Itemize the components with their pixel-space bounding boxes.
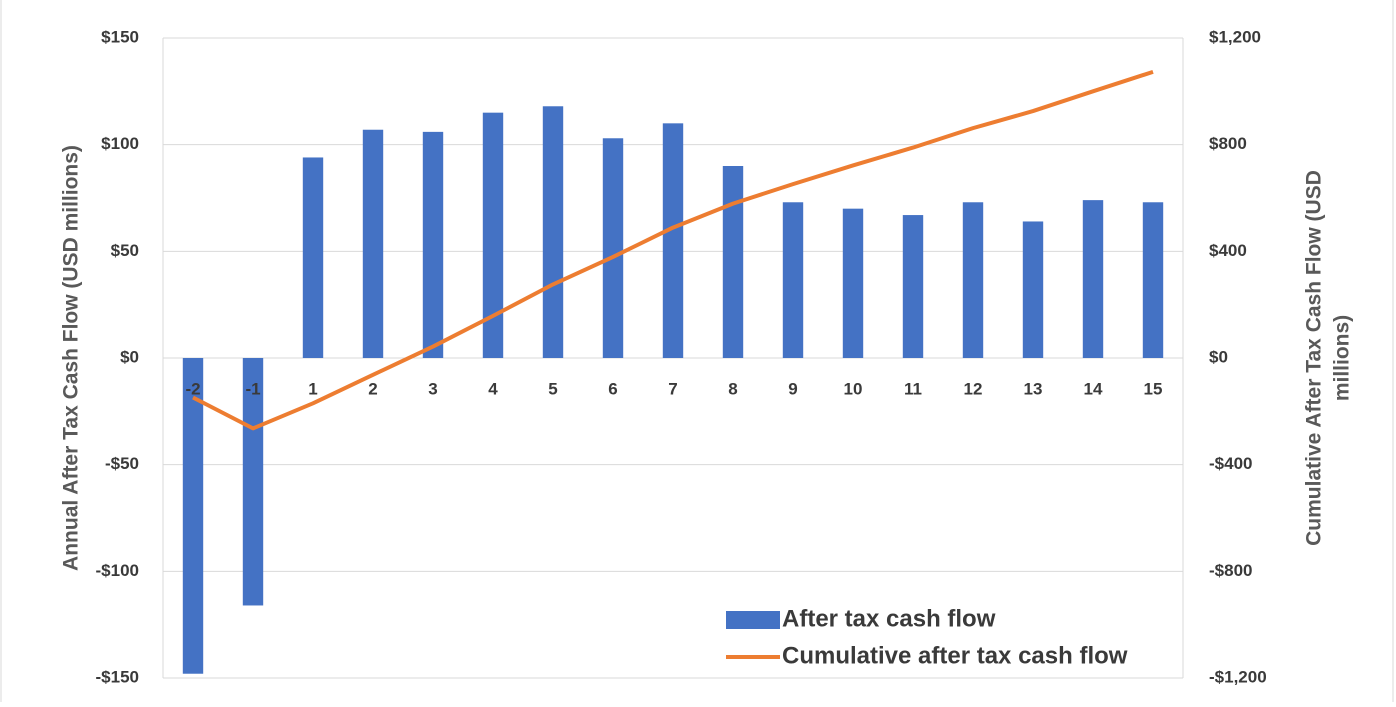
bar	[242, 358, 264, 606]
legend-label: Cumulative after tax cash flow	[782, 642, 1128, 669]
marks	[182, 69, 1164, 674]
y2-tick-label: -$800	[1209, 561, 1252, 580]
y2-tick-label: $0	[1209, 347, 1228, 366]
legend-swatch	[726, 611, 780, 629]
x-tick-label: 14	[1084, 379, 1103, 398]
bar	[542, 106, 564, 359]
x-tick-label: -1	[245, 379, 260, 398]
x-tick-label: 10	[844, 379, 863, 398]
bar	[782, 202, 804, 358]
x-tick-label: 4	[488, 379, 498, 398]
bar	[722, 166, 744, 358]
bar	[1142, 202, 1164, 358]
x-tick-label: 11	[904, 379, 922, 398]
bar	[182, 358, 204, 674]
y2-tick-label: $800	[1209, 134, 1247, 153]
bar	[422, 131, 444, 358]
x-tick-label: 1	[308, 379, 317, 398]
bar	[842, 208, 864, 358]
x-tick-label: 6	[608, 379, 617, 398]
x-tick-label: 15	[1144, 379, 1163, 398]
y2-tick-label: $1,200	[1209, 27, 1261, 46]
y2-tick-label: -$1,200	[1209, 667, 1267, 686]
y-tick-label: -$100	[96, 561, 139, 580]
y2-axis-title: Cumulative After Tax Cash Flow (USD	[1303, 170, 1326, 546]
y-tick-label: $0	[120, 347, 139, 366]
y-axis-title: Annual After Tax Cash Flow (USD millions…	[60, 145, 83, 571]
legend-label: After tax cash flow	[782, 605, 996, 632]
x-tick-label: 5	[548, 379, 557, 398]
y-tick-label: -$50	[105, 454, 139, 473]
y-tick-label: -$150	[96, 667, 139, 686]
bar	[1022, 221, 1044, 358]
line	[192, 69, 1154, 431]
y-tick-label: $100	[101, 134, 139, 153]
x-tick-label: 9	[788, 379, 797, 398]
bar	[362, 129, 384, 358]
bar	[662, 123, 684, 358]
y2-tick-label: -$400	[1209, 454, 1252, 473]
bar	[962, 202, 984, 358]
y-tick-label: $150	[101, 27, 139, 46]
x-tick-label: 8	[728, 379, 737, 398]
x-tick-label: 13	[1024, 379, 1043, 398]
x-tick-label: 3	[428, 379, 437, 398]
y-tick-label: $50	[111, 241, 139, 260]
x-tick-label: 7	[668, 379, 677, 398]
y2-tick-label: $400	[1209, 241, 1247, 260]
bar	[902, 215, 924, 358]
x-tick-label: 12	[964, 379, 983, 398]
x-tick-label: -2	[185, 379, 200, 398]
y2-axis-title: millions)	[1331, 315, 1354, 401]
bar	[1082, 200, 1104, 358]
x-tick-label: 2	[368, 379, 377, 398]
bar	[482, 112, 504, 359]
bar	[602, 138, 624, 358]
bar	[302, 157, 324, 358]
